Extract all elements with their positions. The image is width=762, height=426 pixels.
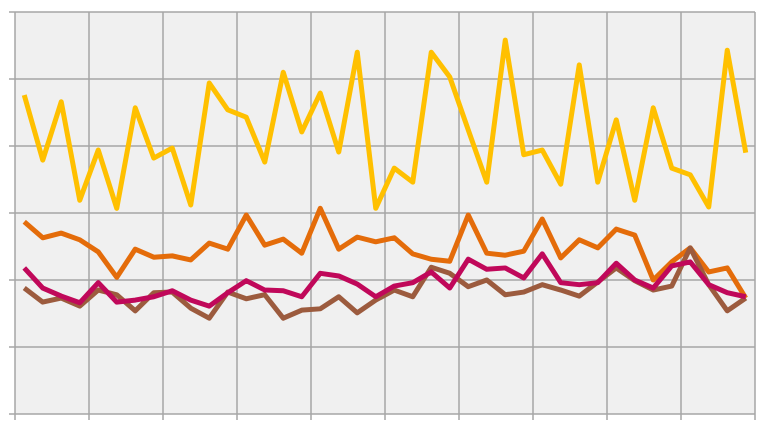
series-line [22, 251, 747, 309]
series-line [22, 205, 748, 300]
series-line [21, 37, 749, 211]
